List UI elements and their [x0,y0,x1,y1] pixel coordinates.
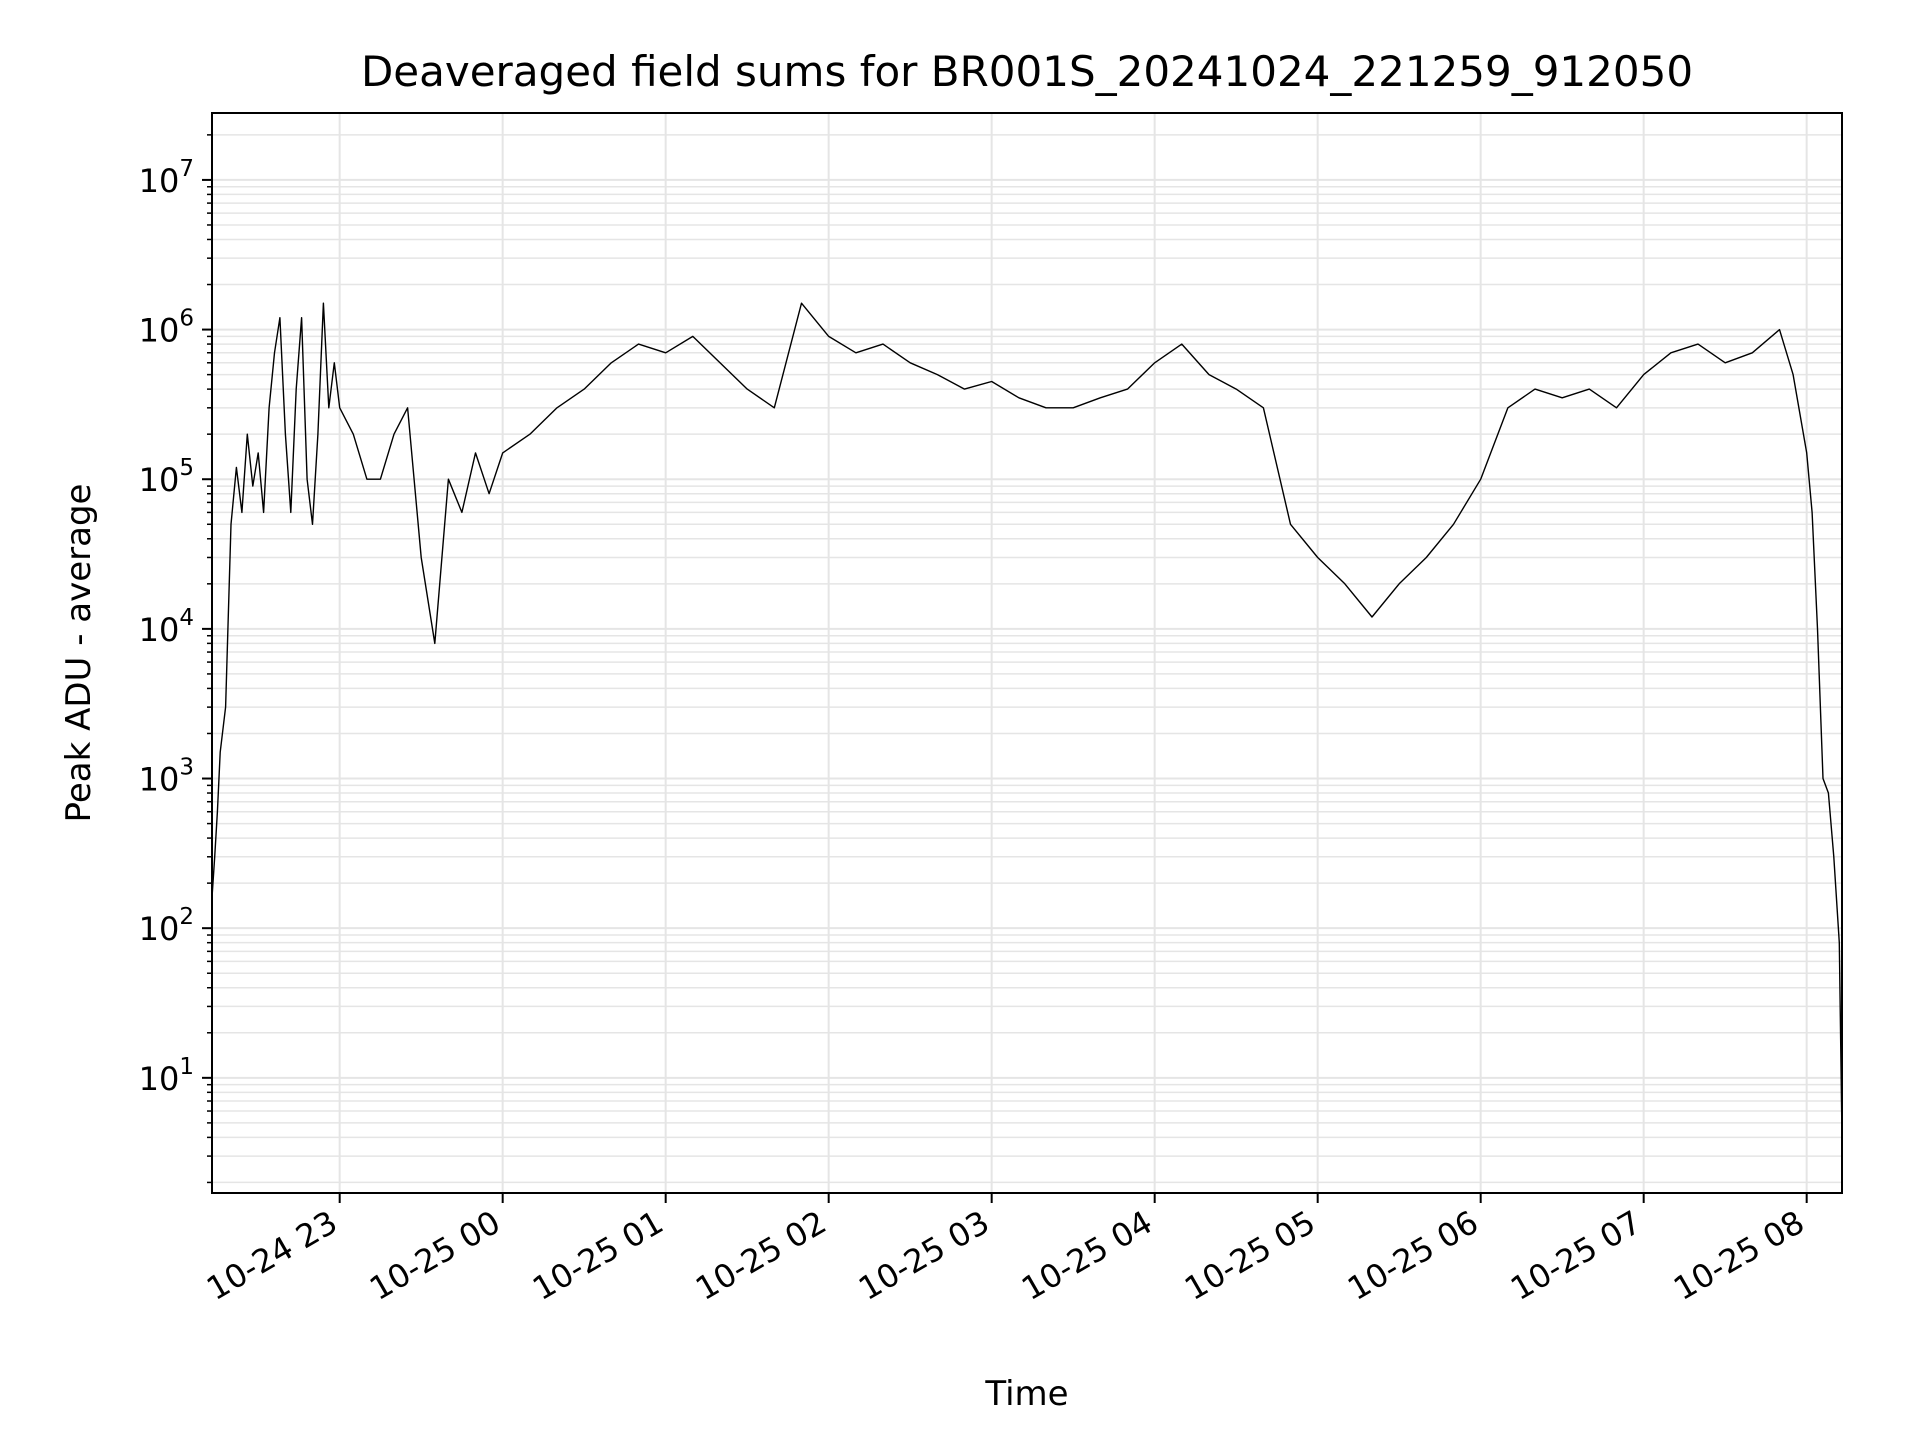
y-axis-title: Peak ADU - average [59,484,99,823]
y-tick-label: 102 [139,904,194,948]
chart-title: Deaveraged field sums for BR001S_2024102… [361,47,1693,96]
x-tick-label: 10-25 00 [363,1203,507,1308]
data-line [211,302,1843,1138]
y-tick-label: 104 [139,605,194,649]
series-layer [211,302,1843,1138]
x-tick-label: 10-25 01 [526,1203,670,1308]
x-tick-label: 10-24 23 [200,1203,344,1308]
x-tick-label: 10-25 03 [852,1203,996,1308]
y-tick-label: 101 [139,1054,194,1098]
x-tick-label: 10-25 02 [689,1203,833,1308]
x-tick-label: 10-25 06 [1341,1203,1485,1308]
y-tick-label: 106 [139,306,194,350]
x-tick-label: 10-25 05 [1178,1203,1322,1308]
x-tick-label: 10-25 08 [1667,1203,1811,1308]
x-tick-label: 10-25 04 [1015,1203,1159,1308]
y-tick-label: 107 [139,156,194,200]
y-tick-label: 103 [139,755,194,799]
x-axis-title: Time [984,1374,1068,1414]
plot-frame [211,112,1843,1194]
grid-lines [212,113,1842,1193]
x-tick-label: 10-25 07 [1504,1203,1648,1308]
y-tick-label: 105 [139,455,194,499]
